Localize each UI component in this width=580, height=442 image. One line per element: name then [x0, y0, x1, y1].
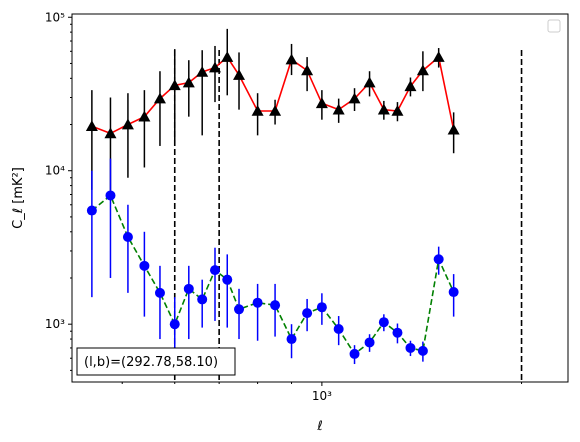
data-point-circle [448, 287, 459, 298]
x-axis-label: ℓ [316, 419, 322, 434]
data-point-triangle [208, 61, 221, 73]
data-point-circle [364, 337, 375, 348]
data-point-triangle [447, 123, 460, 135]
data-point-circle [302, 308, 313, 319]
data-point-triangle [121, 118, 134, 130]
data-point-circle [105, 190, 116, 201]
data-point-circle [417, 345, 428, 356]
data-point-triangle [233, 69, 246, 80]
data-point-circle [378, 317, 389, 328]
data-point-triangle [153, 92, 166, 104]
data-point-triangle [285, 53, 298, 65]
data-point-triangle [404, 80, 417, 92]
data-point-triangle [251, 104, 264, 116]
data-point-triangle [85, 120, 98, 132]
data-point-triangle [391, 104, 404, 116]
data-point-triangle [221, 51, 234, 62]
data-point-circle [433, 254, 444, 265]
y-tick-label: 10⁵ [45, 10, 65, 24]
x-tick-label: 10³ [312, 389, 332, 403]
data-point-circle [183, 283, 194, 294]
data-point-circle [154, 287, 165, 298]
data-point-triangle [196, 65, 209, 77]
data-point-circle [286, 334, 297, 345]
data-point-circle [333, 324, 344, 335]
data-point-triangle [416, 64, 429, 76]
annotation-box [76, 347, 236, 376]
data-point-circle [349, 348, 360, 359]
data-point-circle [197, 294, 208, 305]
data-point-circle [222, 274, 233, 285]
data-point-triangle [104, 127, 117, 139]
legend-box [547, 19, 561, 33]
data-point-triangle [138, 110, 151, 122]
data-point-circle [169, 319, 180, 330]
data-point-triangle [182, 76, 195, 88]
y-tick-label: 10³ [45, 317, 65, 331]
data-point-circle [122, 231, 133, 242]
data-point-triangle [348, 92, 361, 104]
y-axis-label: C_ℓ [mK²] [11, 167, 26, 229]
data-point-circle [392, 327, 403, 338]
y-tick-label: 10⁴ [45, 164, 65, 178]
axis-ticks: 10³ 10⁴ 10⁵ 10³ [45, 10, 523, 403]
data-point-circle [405, 342, 416, 353]
annotation: (l,b)=(292.78,58.10) [76, 347, 236, 376]
annotation-text: (l,b)=(292.78,58.10) [84, 355, 218, 370]
data-point-circle [270, 300, 281, 311]
data-point-triangle [432, 51, 445, 62]
data-point-circle [139, 260, 150, 271]
data-point-circle [86, 205, 97, 216]
data-point-triangle [168, 79, 181, 91]
data-point-triangle [377, 103, 390, 115]
data-point-triangle [269, 104, 282, 116]
plot-area [85, 28, 523, 382]
data-point-triangle [332, 103, 345, 115]
data-point-triangle [363, 76, 376, 88]
data-point-circle [252, 297, 263, 308]
data-point-circle [234, 304, 245, 315]
data-point-circle [316, 302, 327, 313]
data-point-triangle [315, 97, 328, 109]
axes-frame [71, 13, 569, 383]
data-point-triangle [301, 64, 314, 76]
data-point-circle [209, 265, 220, 276]
